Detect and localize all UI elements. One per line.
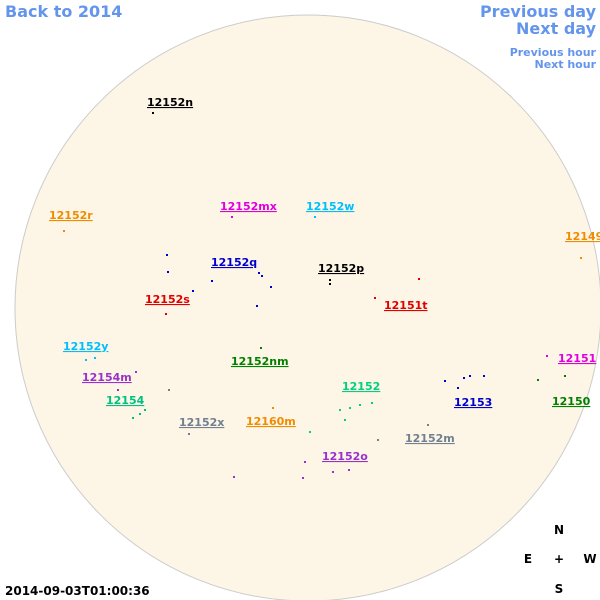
region-label[interactable]: 12152p	[318, 262, 364, 275]
sunspot	[152, 112, 154, 114]
sunspot	[270, 286, 272, 288]
sunspot	[314, 216, 316, 218]
region-label[interactable]: 12154m	[82, 371, 132, 384]
sunspot	[309, 431, 311, 433]
sunspot	[348, 469, 350, 471]
region-label[interactable]: 12152o	[322, 450, 368, 463]
sunspot	[211, 280, 213, 282]
region-label[interactable]: 12149	[565, 230, 600, 243]
sunspot	[427, 424, 429, 426]
sunspot	[304, 461, 306, 463]
next-hour-link[interactable]: Next hour	[535, 58, 597, 71]
sunspot	[258, 272, 260, 274]
sunspot	[329, 279, 331, 281]
region-label[interactable]: 12150	[552, 395, 591, 408]
sunspot	[332, 471, 334, 473]
region-label[interactable]: 12152q	[211, 256, 257, 269]
sunspot	[371, 402, 373, 404]
sunspot	[418, 278, 420, 280]
sunspot	[483, 375, 485, 377]
region-label[interactable]: 12152mx	[220, 200, 277, 213]
sunspot	[231, 216, 233, 218]
compass-west: W	[583, 552, 596, 566]
region-label[interactable]: 12152s	[145, 293, 190, 306]
sunspot	[261, 275, 263, 277]
sunspot	[546, 355, 548, 357]
sunspot	[233, 476, 235, 478]
region-label[interactable]: 12152nm	[231, 355, 289, 368]
compass-east: E	[524, 552, 532, 566]
solar-disk	[14, 14, 600, 600]
sunspot	[339, 409, 341, 411]
sunspot	[374, 297, 376, 299]
sunspot	[63, 230, 65, 232]
sunspot	[302, 477, 304, 479]
sunspot	[272, 407, 274, 409]
sunspot	[349, 407, 351, 409]
region-label[interactable]: 12151	[558, 352, 596, 365]
region-label[interactable]: 12152r	[49, 209, 93, 222]
sunspot	[564, 375, 566, 377]
region-label[interactable]: 12160m	[246, 415, 296, 428]
region-label[interactable]: 12153	[454, 396, 492, 409]
next-day-link[interactable]: Next day	[516, 19, 597, 38]
region-label[interactable]: 12152m	[405, 432, 455, 445]
sunspot	[139, 413, 141, 415]
sunspot	[168, 389, 170, 391]
region-label[interactable]: 12152	[342, 380, 380, 393]
sunspot	[469, 375, 471, 377]
compass-center: +	[554, 552, 564, 566]
sunspot	[463, 377, 465, 379]
previous-day-link[interactable]: Previous day	[480, 2, 597, 21]
sunspot	[166, 254, 168, 256]
sunspot	[192, 290, 194, 292]
region-label[interactable]: 12152n	[147, 96, 193, 109]
sunspot	[359, 404, 361, 406]
sunspot	[117, 389, 119, 391]
sunspot	[377, 439, 379, 441]
region-label[interactable]: 12152y	[63, 340, 108, 353]
sunspot	[329, 283, 331, 285]
sunspot	[188, 433, 190, 435]
sunspot	[167, 271, 169, 273]
sunspot	[260, 347, 262, 349]
sunspot	[85, 359, 87, 361]
sunspot	[537, 379, 539, 381]
sunspot	[457, 387, 459, 389]
sunspot	[256, 305, 258, 307]
sunspot	[144, 409, 146, 411]
region-label[interactable]: 12152w	[306, 200, 354, 213]
region-label[interactable]: 12154	[106, 394, 145, 407]
region-label[interactable]: 12152x	[179, 416, 224, 429]
sunspot	[135, 371, 137, 373]
sunspot	[165, 313, 167, 315]
compass-north: N	[554, 523, 564, 537]
timestamp: 2014-09-03T01:00:36	[5, 584, 150, 598]
sunspot	[94, 357, 96, 359]
sunspot	[580, 257, 582, 259]
sunspot	[444, 380, 446, 382]
sunspot	[344, 419, 346, 421]
back-link[interactable]: Back to 2014	[5, 2, 122, 21]
sunspot	[132, 417, 134, 419]
previous-hour-link[interactable]: Previous hour	[510, 46, 597, 59]
compass-south: S	[555, 582, 564, 596]
region-label[interactable]: 12151t	[384, 299, 428, 312]
